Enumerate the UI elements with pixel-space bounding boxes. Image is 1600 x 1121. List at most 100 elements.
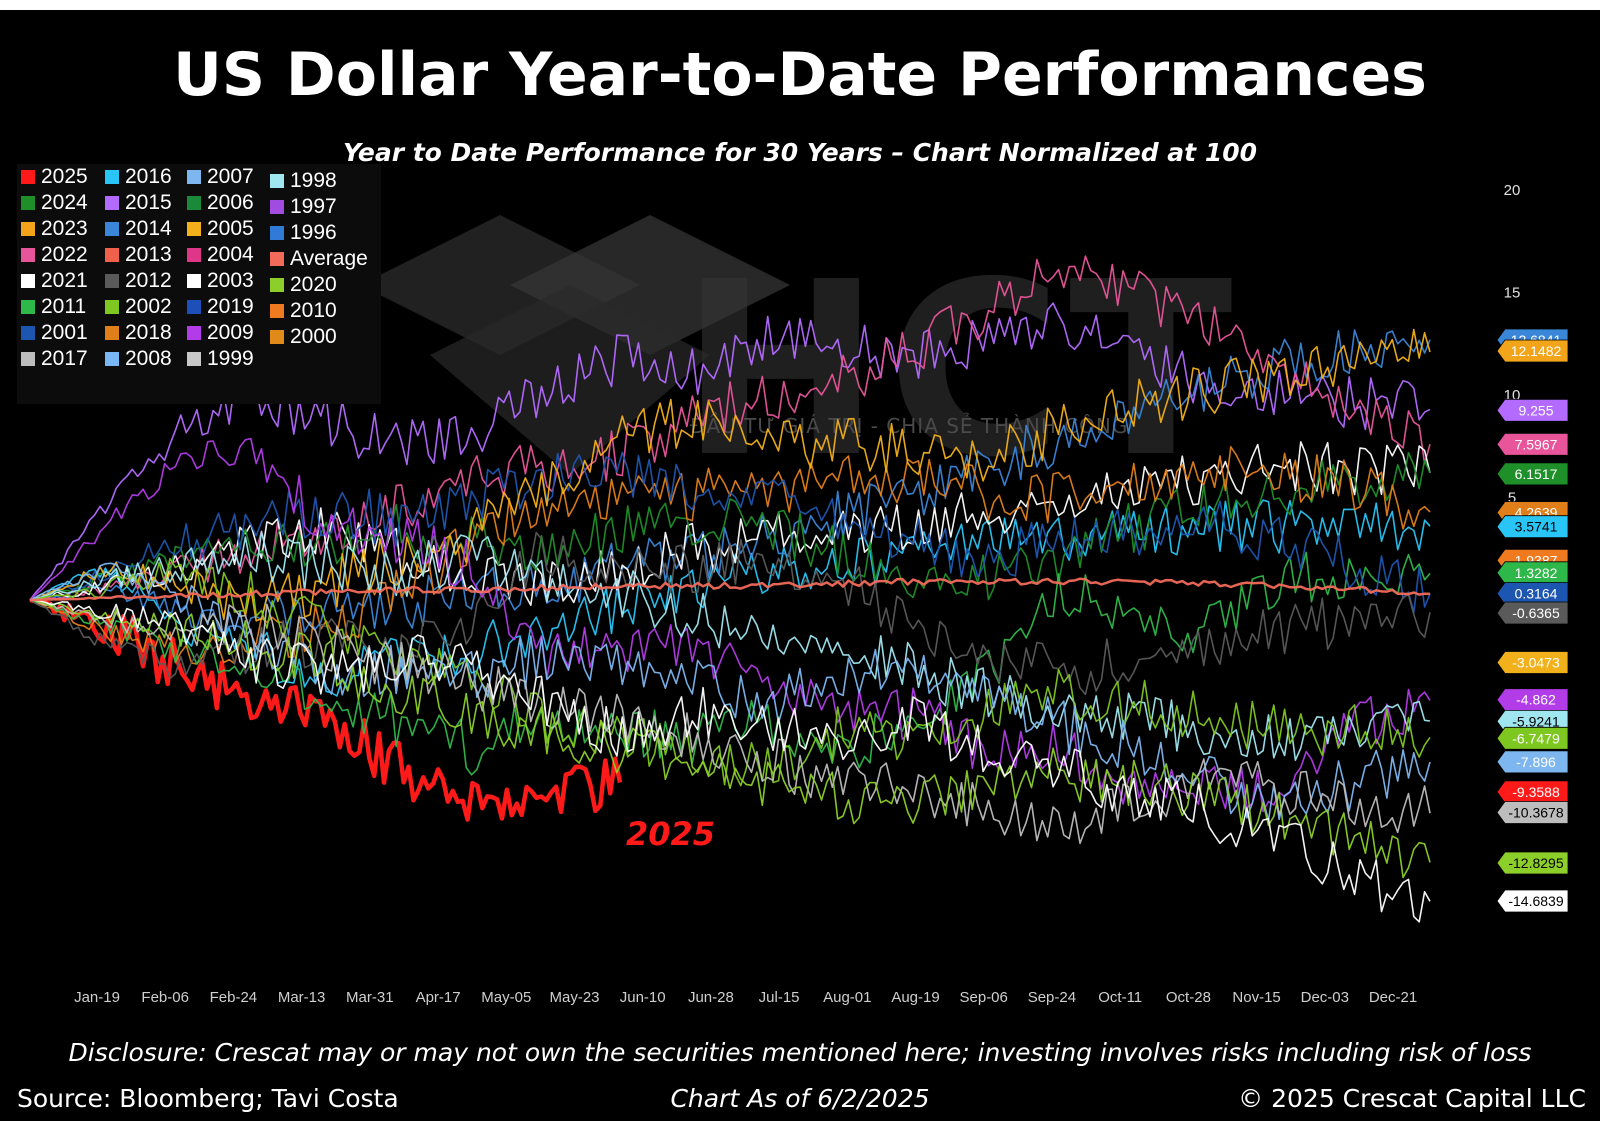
legend-item-2021: 2021 (21, 268, 88, 294)
legend-item-2011: 2011 (21, 294, 86, 320)
svg-text:-3.0473: -3.0473 (1512, 655, 1560, 671)
x-tick-label: Feb-06 (141, 989, 189, 1006)
x-tick-label: May-05 (481, 989, 531, 1006)
svg-text:-12.8295: -12.8295 (1508, 855, 1563, 871)
x-tick-label: Aug-01 (823, 989, 871, 1006)
page-title: US Dollar Year-to-Date Performances (173, 40, 1427, 110)
legend-swatch (270, 200, 284, 214)
legend-swatch (21, 248, 35, 262)
legend-label: 2003 (207, 269, 254, 292)
svg-text:0.3164: 0.3164 (1515, 586, 1558, 602)
legend-item-2005: 2005 (187, 216, 254, 242)
svg-text:9.255: 9.255 (1518, 402, 1553, 418)
legend-label: 2012 (125, 269, 172, 292)
series-line-2005 (29, 328, 1431, 622)
svg-text:3.5741: 3.5741 (1515, 519, 1558, 535)
legend-swatch (21, 274, 35, 288)
svg-text:-9.3588: -9.3588 (1512, 784, 1560, 800)
x-tick-label: Mar-31 (346, 989, 394, 1006)
end-value-label: 0.3164 (1496, 582, 1569, 605)
svg-text:-14.6839: -14.6839 (1508, 893, 1563, 909)
legend-item-average: Average (270, 246, 368, 272)
legend-swatch (270, 330, 284, 344)
legend-item-2004: 2004 (187, 242, 254, 268)
legend-label: 2004 (207, 243, 254, 266)
legend-swatch (105, 222, 119, 236)
legend-item-2013: 2013 (105, 242, 172, 268)
svg-text:6.1517: 6.1517 (1515, 466, 1558, 482)
x-tick-label: Jun-28 (688, 989, 734, 1006)
legend-item-2017: 2017 (21, 346, 88, 372)
legend-label: 2019 (207, 295, 254, 318)
end-value-label: -14.6839 (1496, 889, 1569, 913)
svg-text:-6.7479: -6.7479 (1512, 730, 1560, 746)
legend-label: 2021 (41, 269, 88, 292)
end-value-label: -9.3588 (1496, 780, 1569, 804)
footer-as-of: Chart As of 6/2/2025 (670, 1084, 930, 1113)
legend-item-2010: 2010 (270, 298, 337, 324)
end-value-label: 9.255 (1496, 398, 1569, 422)
end-value-label: 12.1482 (1496, 339, 1569, 363)
legend-swatch (187, 222, 201, 236)
x-tick-label: Jul-15 (759, 989, 800, 1006)
watermark-tagline: ĐẦU TƯ GIÁ TRỊ - CHIA SẺ THÀNH CÔNG (690, 414, 1129, 438)
legend-item-2014: 2014 (105, 216, 172, 242)
legend-label: 1999 (207, 347, 254, 370)
end-value-label: -0.6365 (1496, 601, 1569, 625)
footer-disclosure: Disclosure: Crescat may or may not own t… (68, 1038, 1532, 1067)
legend-swatch (105, 196, 119, 210)
legend-label: 2022 (41, 243, 88, 266)
legend-swatch (187, 196, 201, 210)
legend-item-2003: 2003 (187, 268, 254, 294)
legend-label: 2000 (290, 325, 337, 348)
chart-subtitle: Year to Date Performance for 30 Years – … (342, 138, 1257, 167)
svg-text:-7.896: -7.896 (1516, 754, 1556, 770)
legend-swatch (105, 274, 119, 288)
legend-item-2018: 2018 (105, 320, 172, 346)
legend-swatch (21, 352, 35, 366)
legend-item-2006: 2006 (187, 190, 254, 216)
legend-label: 2025 (41, 165, 88, 188)
legend-swatch (270, 226, 284, 240)
svg-text:-5.9241: -5.9241 (1512, 713, 1560, 729)
x-tick-label: May-23 (549, 989, 599, 1006)
legend-swatch (270, 304, 284, 318)
legend-item-1998: 1998 (270, 168, 337, 194)
legend-swatch (21, 326, 35, 340)
legend-swatch (21, 300, 35, 314)
legend-swatch (187, 300, 201, 314)
legend-label: 2006 (207, 191, 254, 214)
legend-label: 2008 (125, 347, 172, 370)
svg-text:1.3282: 1.3282 (1515, 565, 1558, 581)
legend-label: 2016 (125, 165, 172, 188)
legend-label: 2015 (125, 191, 172, 214)
legend-swatch (105, 248, 119, 262)
legend-item-2008: 2008 (105, 346, 172, 372)
legend-item-2001: 2001 (21, 320, 88, 346)
legend-label: 2018 (125, 321, 172, 344)
end-value-label: -4.862 (1496, 688, 1569, 712)
x-tick-label: Jan-19 (74, 989, 120, 1006)
legend-label: 2009 (207, 321, 254, 344)
x-tick-label: Apr-17 (416, 989, 461, 1006)
legend-swatch (187, 248, 201, 262)
end-value-label: 7.5967 (1496, 432, 1569, 456)
legend-swatch (187, 274, 201, 288)
legend-swatch (187, 170, 201, 184)
legend-swatch (187, 326, 201, 340)
end-value-label: 6.1517 (1496, 462, 1569, 486)
legend-item-2020: 2020 (270, 272, 337, 298)
legend-swatch (105, 326, 119, 340)
legend-item-2022: 2022 (21, 242, 88, 268)
legend-swatch (270, 252, 284, 266)
legend-item-2016: 2016 (105, 164, 172, 190)
footer-copyright: © 2025 Crescat Capital LLC (1238, 1084, 1586, 1113)
svg-text:7.5967: 7.5967 (1515, 436, 1558, 452)
legend-swatch (21, 222, 35, 236)
y-tick-label: 20 (1504, 182, 1521, 199)
x-tick-label: Oct-11 (1098, 989, 1142, 1006)
series-line-2001 (29, 451, 1431, 614)
end-value-label: -12.8295 (1496, 851, 1569, 875)
legend-item-1999: 1999 (187, 346, 254, 372)
